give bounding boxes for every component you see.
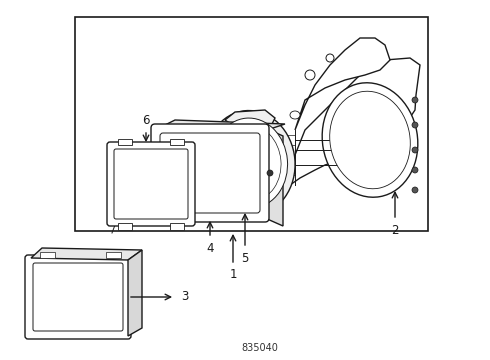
FancyBboxPatch shape <box>107 142 195 226</box>
Circle shape <box>267 170 273 176</box>
Bar <box>170 223 184 230</box>
Polygon shape <box>128 250 142 336</box>
Ellipse shape <box>219 125 281 201</box>
Bar <box>170 139 184 145</box>
Text: 1: 1 <box>229 269 237 282</box>
Circle shape <box>412 122 418 128</box>
Text: 835040: 835040 <box>242 343 278 353</box>
Ellipse shape <box>290 111 300 119</box>
Bar <box>40 252 55 258</box>
Polygon shape <box>265 128 283 226</box>
Text: 5: 5 <box>241 252 249 265</box>
Polygon shape <box>278 58 420 195</box>
Polygon shape <box>159 120 285 130</box>
FancyBboxPatch shape <box>151 124 269 222</box>
Circle shape <box>305 70 315 80</box>
Circle shape <box>412 147 418 153</box>
Ellipse shape <box>330 91 410 189</box>
Text: 3: 3 <box>181 291 189 303</box>
FancyBboxPatch shape <box>114 149 188 219</box>
Polygon shape <box>225 110 275 130</box>
Text: 4: 4 <box>206 242 214 255</box>
Circle shape <box>412 167 418 173</box>
Bar <box>106 252 121 258</box>
FancyBboxPatch shape <box>160 133 260 213</box>
Ellipse shape <box>322 83 418 197</box>
Ellipse shape <box>205 111 295 215</box>
Bar <box>118 223 132 230</box>
Polygon shape <box>31 248 142 260</box>
Bar <box>75 17 428 231</box>
Circle shape <box>326 54 334 62</box>
Circle shape <box>412 187 418 193</box>
Text: 2: 2 <box>391 224 399 237</box>
Circle shape <box>412 97 418 103</box>
Text: 6: 6 <box>142 113 150 126</box>
Polygon shape <box>295 38 390 130</box>
FancyBboxPatch shape <box>33 263 123 331</box>
Ellipse shape <box>213 118 288 208</box>
Bar <box>118 139 132 145</box>
FancyBboxPatch shape <box>25 255 131 339</box>
